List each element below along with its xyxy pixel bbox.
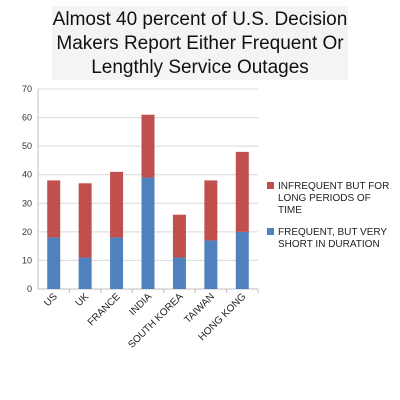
legend-label: SHORT IN DURATION	[278, 239, 380, 250]
bar-infrequent-long	[204, 180, 218, 241]
legend-label: LONG PERIODS OF	[278, 193, 371, 204]
bar-infrequent-long	[110, 171, 124, 238]
y-tick-label: 20	[22, 227, 32, 237]
chart-title-background	[52, 6, 348, 80]
bar-frequent-short	[78, 257, 92, 289]
category-label: SOUTH KOREA	[126, 291, 185, 350]
legend-swatch	[267, 228, 274, 235]
legend-label: TIME	[278, 205, 302, 216]
axes: 0 10 20 30 40 50 60 70	[22, 84, 259, 294]
bar-infrequent-long	[47, 180, 61, 238]
bar-frequent-short	[204, 240, 218, 289]
y-tick-label: 70	[22, 84, 32, 94]
category-label: FRANCE	[86, 291, 123, 328]
chart-title-line-3: Lengthly Service Outages	[91, 57, 309, 78]
y-tick-label: 0	[27, 284, 32, 294]
chart-title-line-1: Almost 40 percent of U.S. Decision	[52, 9, 348, 30]
bar-frequent-short	[141, 177, 155, 289]
y-tick-label: 50	[22, 141, 32, 151]
y-tick-label: 40	[22, 170, 32, 180]
category-label: US	[42, 291, 60, 309]
y-tick-label: 60	[22, 113, 32, 123]
legend-label: FREQUENT, BUT VERY	[278, 227, 387, 238]
bar-frequent-short	[172, 257, 186, 289]
bar-frequent-short	[110, 237, 124, 289]
bar-frequent-short	[47, 237, 61, 289]
chart-title-line-2: Makers Report Either Frequent Or	[56, 33, 344, 54]
category-label: UK	[74, 291, 92, 309]
category-label: INDIA	[127, 291, 154, 318]
bar-infrequent-long	[172, 214, 186, 258]
bar-infrequent-long	[78, 183, 92, 258]
legend-swatch	[267, 182, 274, 189]
bar-infrequent-long	[235, 151, 249, 232]
y-tick-label: 30	[22, 198, 32, 208]
y-tick-label: 10	[22, 255, 32, 265]
legend-label: INFREQUENT BUT FOR	[278, 181, 389, 192]
bar-frequent-short	[235, 231, 249, 289]
bars	[47, 114, 249, 289]
bar-infrequent-long	[141, 114, 155, 178]
